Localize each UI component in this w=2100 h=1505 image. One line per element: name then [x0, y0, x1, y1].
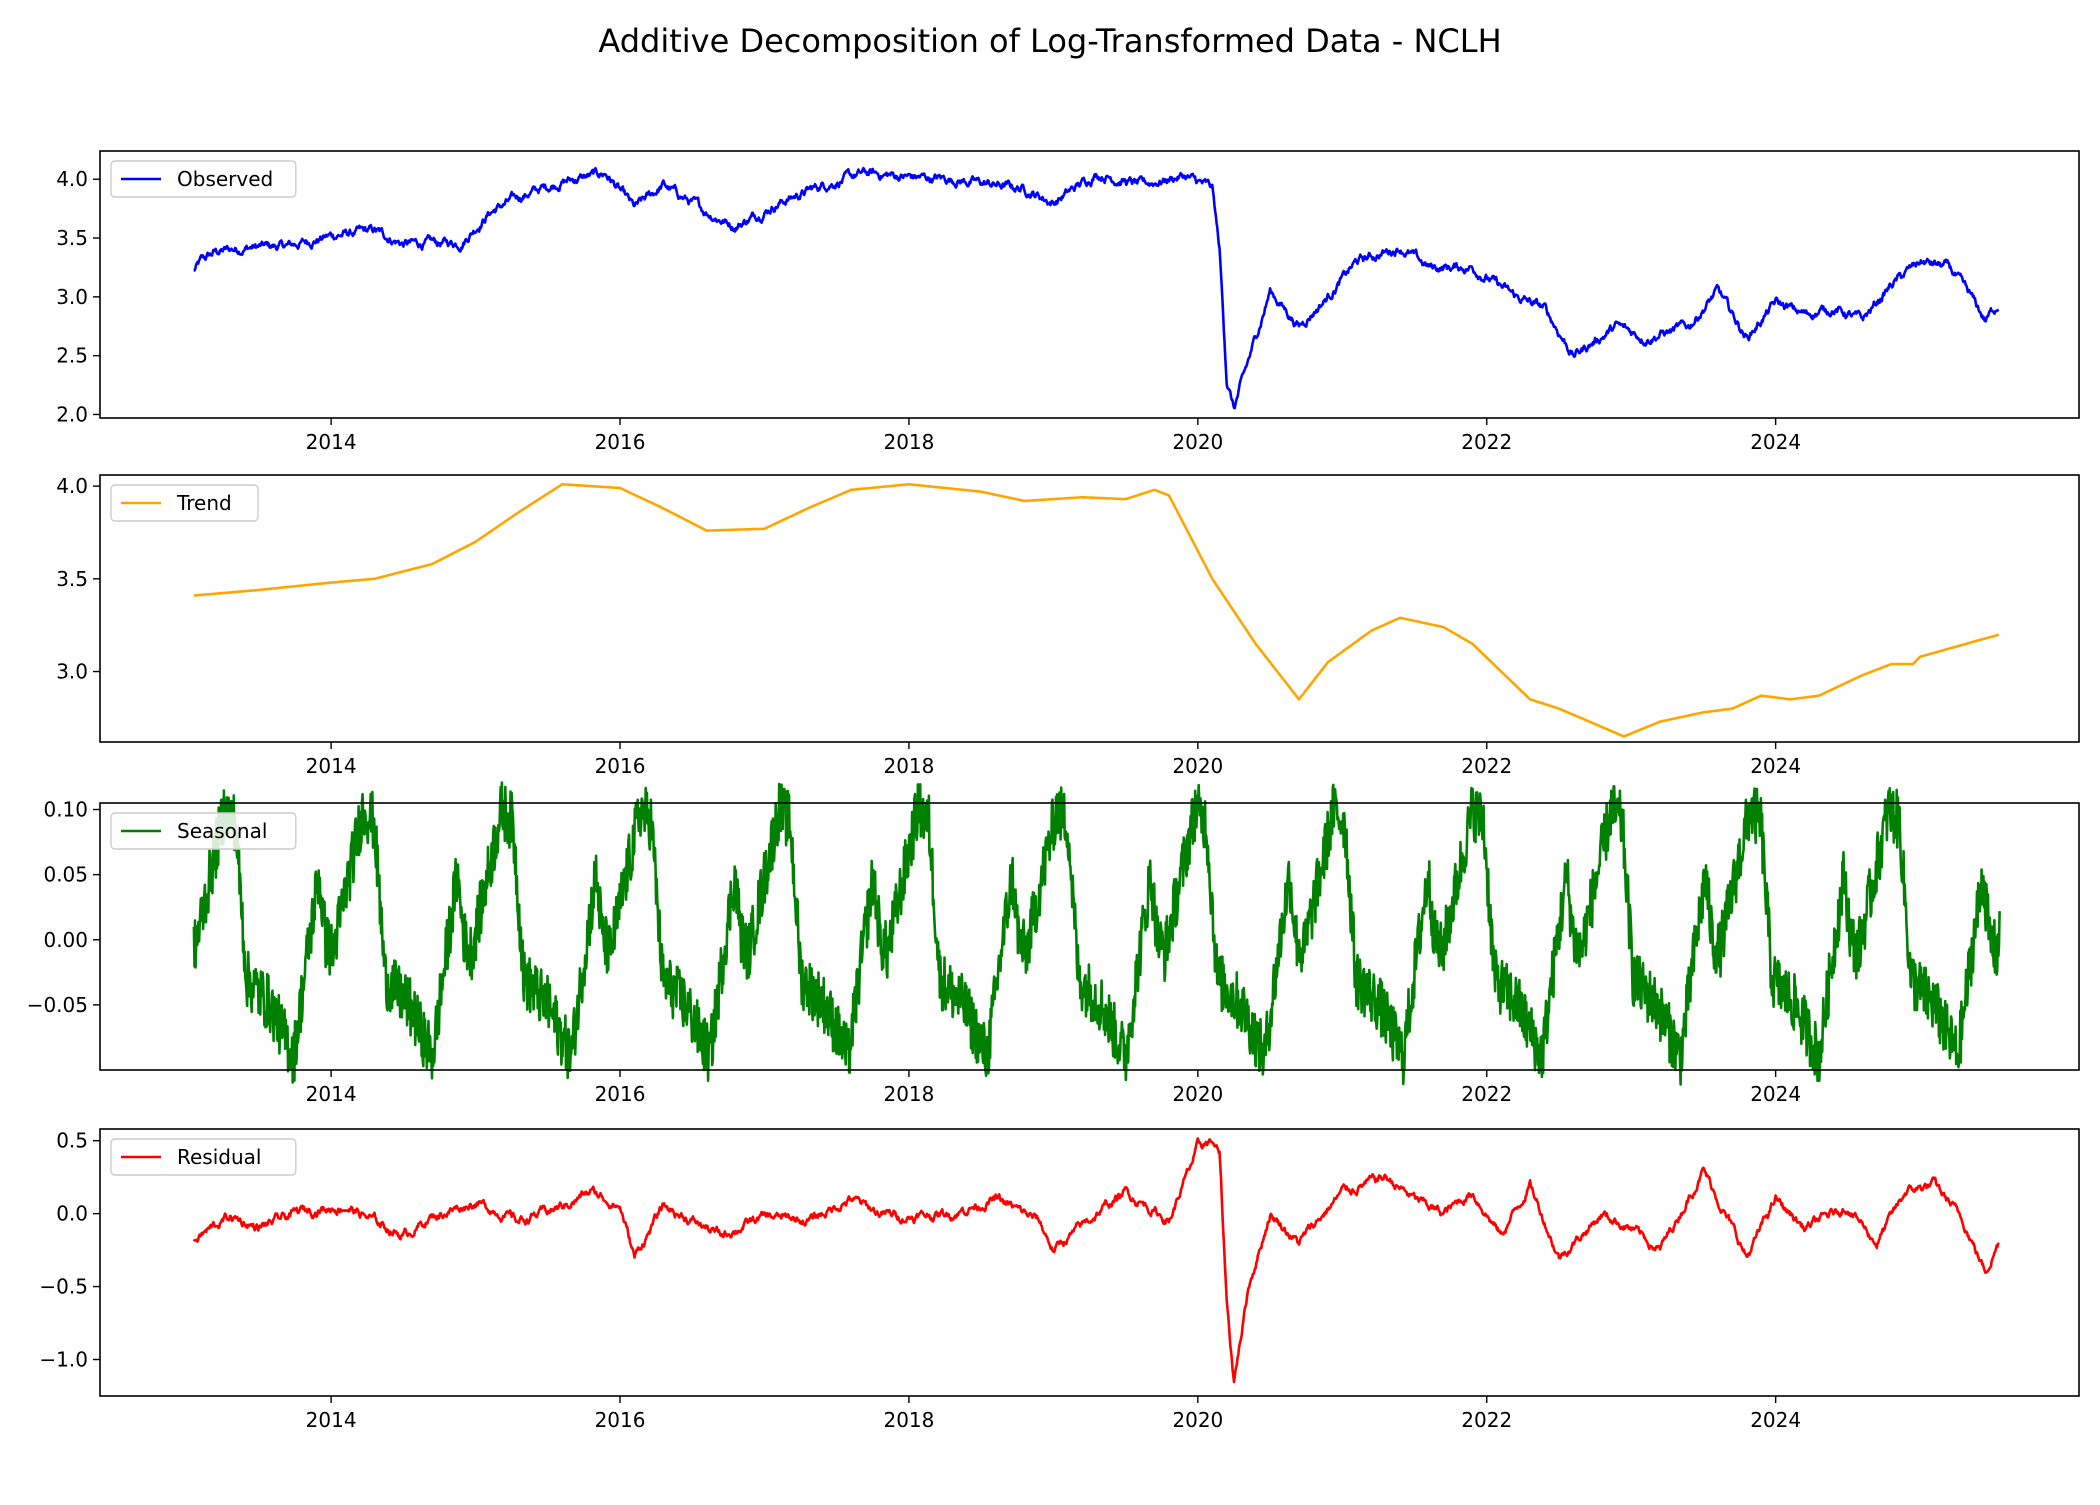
legend-box	[110, 1138, 297, 1176]
legend-box	[110, 160, 297, 198]
series-line-seasonal	[192, 781, 2001, 1086]
legend-label: Observed	[177, 167, 273, 191]
axes-frame	[99, 474, 2080, 743]
y-tick-label: −0.5	[39, 1275, 88, 1299]
y-tick-label: −0.05	[27, 993, 88, 1017]
legend-label: Trend	[176, 491, 232, 515]
x-tick-label: 2016	[595, 1082, 646, 1106]
x-tick-label: 2024	[1750, 1082, 1801, 1106]
y-tick-label: 3.5	[56, 567, 88, 591]
y-tick-label: −1.0	[39, 1348, 88, 1372]
y-tick-label: 4.0	[56, 167, 88, 191]
y-tick-label: 2.5	[56, 344, 88, 368]
legend: Trend	[110, 484, 259, 522]
y-tick-label: 0.0	[56, 1202, 88, 1226]
legend-label: Seasonal	[177, 819, 267, 843]
x-tick-label: 2018	[883, 1408, 934, 1432]
panel-trend: 2014 2016 2018 2020 2022 2024 3.0 3.5 4.0 Trend	[56, 474, 2080, 778]
panel-residual: 2014 2016 2018 2020 2022 2024 −1.0 −0.5 0.0 0.5 Re…	[39, 1128, 2080, 1432]
series-line-residual	[192, 1137, 2000, 1384]
y-tick-label: 3.5	[56, 226, 88, 250]
x-tick-label: 2022	[1461, 1408, 1512, 1432]
x-tick-label: 2014	[306, 754, 357, 778]
x-tick-label: 2020	[1172, 430, 1223, 454]
y-tick-label: 0.10	[43, 798, 88, 822]
x-tick-label: 2022	[1461, 1082, 1512, 1106]
series-line-trend	[193, 483, 2000, 738]
x-tick-label: 2014	[306, 1408, 357, 1432]
legend-label: Residual	[177, 1145, 261, 1169]
panel-seasonal: 2014 2016 2018 2020 2022 2024 −0.05 0.00 0.05 0.1…	[27, 781, 2080, 1106]
x-tick-label: 2020	[1172, 754, 1223, 778]
legend-box	[110, 484, 259, 522]
y-tick-label: 0.5	[56, 1129, 88, 1153]
axes-frame	[99, 150, 2080, 419]
legend: Seasonal	[110, 812, 297, 850]
legend: Observed	[110, 160, 297, 198]
x-tick-label: 2018	[883, 1082, 934, 1106]
x-tick-label: 2024	[1750, 430, 1801, 454]
x-tick-label: 2024	[1750, 754, 1801, 778]
x-tick-label: 2020	[1172, 1082, 1223, 1106]
y-tick-label: 0.05	[43, 863, 88, 887]
axes-frame	[99, 1128, 2080, 1397]
y-tick-label: 4.0	[56, 474, 88, 498]
y-tick-label: 0.00	[43, 928, 88, 952]
x-tick-label: 2022	[1461, 754, 1512, 778]
series-line-observed	[193, 166, 2000, 410]
legend: Residual	[110, 1138, 297, 1176]
y-tick-label: 2.0	[56, 402, 88, 426]
chart-title: Additive Decomposition of Log-Transforme…	[598, 22, 1502, 60]
x-tick-label: 2024	[1750, 1408, 1801, 1432]
x-tick-label: 2022	[1461, 430, 1512, 454]
x-tick-label: 2014	[306, 430, 357, 454]
x-tick-label: 2020	[1172, 1408, 1223, 1432]
x-tick-label: 2016	[595, 430, 646, 454]
x-tick-label: 2016	[595, 1408, 646, 1432]
x-tick-label: 2018	[883, 430, 934, 454]
y-tick-label: 3.0	[56, 285, 88, 309]
x-tick-label: 2018	[883, 754, 934, 778]
x-tick-label: 2016	[595, 754, 646, 778]
panel-observed: 2014 2016 2018 2020 2022 2024 2.0 2.5 3.0 3.5 4.0 O…	[56, 150, 2080, 454]
y-tick-label: 3.0	[56, 660, 88, 684]
x-tick-label: 2014	[306, 1082, 357, 1106]
legend-box	[110, 812, 297, 850]
axes-frame	[99, 802, 2080, 1071]
